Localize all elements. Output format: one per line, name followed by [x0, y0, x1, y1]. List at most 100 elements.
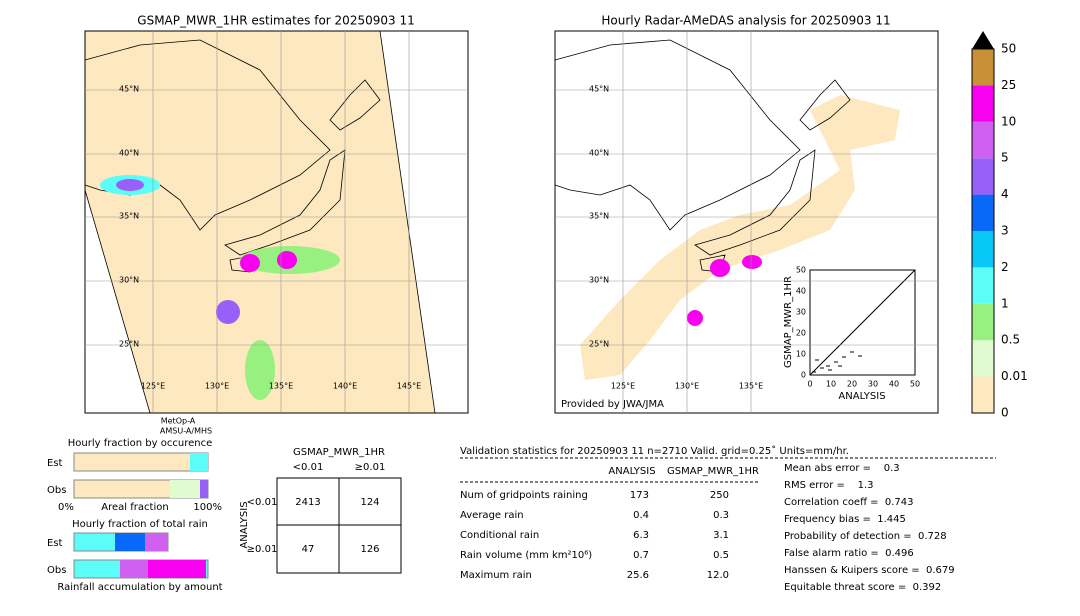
- swath-edge: [84, 30, 436, 414]
- tick-label: 30: [796, 308, 806, 317]
- colorbar-segment: [972, 231, 994, 268]
- credit: Provided by JWA/JMA: [561, 399, 664, 410]
- axis-label: 100%: [193, 502, 222, 513]
- score: Hanssen & Kuipers score = 0.679: [784, 565, 955, 576]
- colorbar-segment: [972, 340, 994, 377]
- score: Probability of detection = 0.728: [784, 531, 947, 542]
- score: Correlation coeff = 0.743: [784, 497, 914, 508]
- satellite: MetOp-A: [161, 417, 196, 426]
- colorbar-segment: [972, 49, 994, 86]
- colorbar-segment: [972, 303, 994, 341]
- lat-label: 25°N: [119, 340, 139, 349]
- validation-title: Validation statistics for 20250903 11 n=…: [460, 445, 849, 457]
- rain-area: [240, 254, 260, 272]
- side-label: ANALYSIS: [239, 501, 250, 548]
- row-label: <0.01: [247, 497, 278, 508]
- fraction-bar: [115, 533, 145, 551]
- rain-area: [687, 310, 703, 326]
- colorbar-segment: [972, 121, 994, 159]
- row-label: Average rain: [460, 510, 524, 521]
- score: Mean abs error = 0.3: [784, 463, 900, 474]
- tick-label: 40: [796, 287, 806, 296]
- rain-area: [277, 251, 297, 269]
- tick-label: 50: [910, 380, 920, 389]
- fraction-bar: [145, 533, 168, 551]
- score: False alarm ratio = 0.496: [784, 548, 914, 559]
- lon-label: 140°E: [333, 382, 357, 391]
- cell: 6.3: [633, 530, 649, 541]
- axis-label: 0%: [58, 502, 74, 513]
- row-label: Est: [47, 538, 63, 549]
- right-map: Hourly Radar-AMeDAS analysis for 2025090…: [554, 14, 939, 414]
- colorbar: 0 0.01 0.5 1 2 3 4 5 10 25 50: [971, 31, 1028, 420]
- map-frame: [554, 30, 939, 414]
- fraction-bar: [73, 452, 209, 472]
- lon-label: 125°E: [611, 382, 635, 391]
- colorbar-label: 25: [1001, 78, 1016, 92]
- colorbar-segment: [972, 194, 994, 231]
- cell: 124: [360, 497, 379, 508]
- cell: 12.0: [707, 570, 729, 581]
- colorbar-segment: [972, 158, 994, 195]
- map-title: Hourly Radar-AMeDAS analysis for 2025090…: [601, 14, 890, 28]
- lon-label: 135°E: [269, 382, 293, 391]
- lon-label: 145°E: [397, 382, 421, 391]
- contingency: GSMAP_MWR_1HR <0.01 ≥0.01 ANALYSIS <0.01…: [239, 447, 402, 574]
- axis-label: Areal fraction: [101, 502, 168, 513]
- cell: 0.5: [713, 550, 729, 561]
- colorbar-label: 4: [1001, 187, 1009, 201]
- col-label: <0.01: [293, 462, 324, 473]
- score: Equitable threat score = 0.392: [784, 582, 941, 593]
- cell: 25.6: [627, 570, 649, 581]
- cell: 0.7: [633, 550, 649, 561]
- swath-gap: [380, 31, 468, 413]
- colorbar-segment: [972, 85, 994, 122]
- row-label: Maximum rain: [460, 570, 532, 581]
- lat-label: 35°N: [589, 212, 609, 221]
- fraction-title: Hourly fraction by occurence: [68, 438, 212, 449]
- colorbar-label: 1: [1001, 296, 1009, 310]
- fractions: Hourly fraction by occurence Est Obs 0% …: [47, 438, 223, 593]
- col-header: ANALYSIS: [608, 466, 655, 477]
- colorbar-label: 0.01: [1001, 369, 1028, 383]
- lon-label: 130°E: [675, 382, 699, 391]
- lat-label: 25°N: [589, 340, 609, 349]
- tick-label: 20: [847, 380, 857, 389]
- map-title: GSMAP_MWR_1HR estimates for 20250903 11: [137, 14, 414, 28]
- row-label: Obs: [47, 485, 66, 496]
- lat-label: 40°N: [119, 149, 139, 158]
- coastline: [554, 39, 801, 231]
- validation: Validation statistics for 20250903 11 n=…: [460, 445, 996, 593]
- row-label: Est: [47, 458, 63, 469]
- cell: 47: [302, 544, 315, 555]
- lon-label: 125°E: [141, 382, 165, 391]
- colorbar-label: 2: [1001, 260, 1009, 274]
- tick-label: 50: [796, 266, 806, 275]
- col-header: GSMAP_MWR_1HR: [667, 466, 759, 477]
- fraction-footer: Rainfall accumulation by amount: [57, 582, 222, 593]
- tick-label: 30: [868, 380, 878, 389]
- fraction-bar: [120, 560, 148, 578]
- cell: 126: [360, 544, 379, 555]
- cell: 173: [630, 490, 649, 501]
- lat-label: 40°N: [589, 149, 609, 158]
- map-frame: [84, 30, 469, 414]
- colorbar-segment: [972, 267, 994, 304]
- diagonal: [809, 269, 916, 376]
- cell: 2413: [295, 497, 320, 508]
- colorbar-label: 3: [1001, 224, 1009, 238]
- tick-label: 0: [801, 371, 806, 380]
- colorbar-segment: [972, 376, 994, 413]
- rain-area: [710, 259, 730, 277]
- colorbar-label: 0: [1001, 406, 1009, 420]
- lon-label: 135°E: [739, 382, 763, 391]
- tick-label: 10: [796, 350, 806, 359]
- score: RMS error = 1.3: [784, 480, 874, 491]
- fraction-bar: [148, 560, 206, 578]
- tick-label: 40: [889, 380, 899, 389]
- cell: 3.1: [713, 530, 729, 541]
- lat-label: 30°N: [119, 276, 139, 285]
- scatter-y-label: GSMAP_MWR_1HR: [783, 276, 794, 368]
- lat-label: 45°N: [589, 85, 609, 94]
